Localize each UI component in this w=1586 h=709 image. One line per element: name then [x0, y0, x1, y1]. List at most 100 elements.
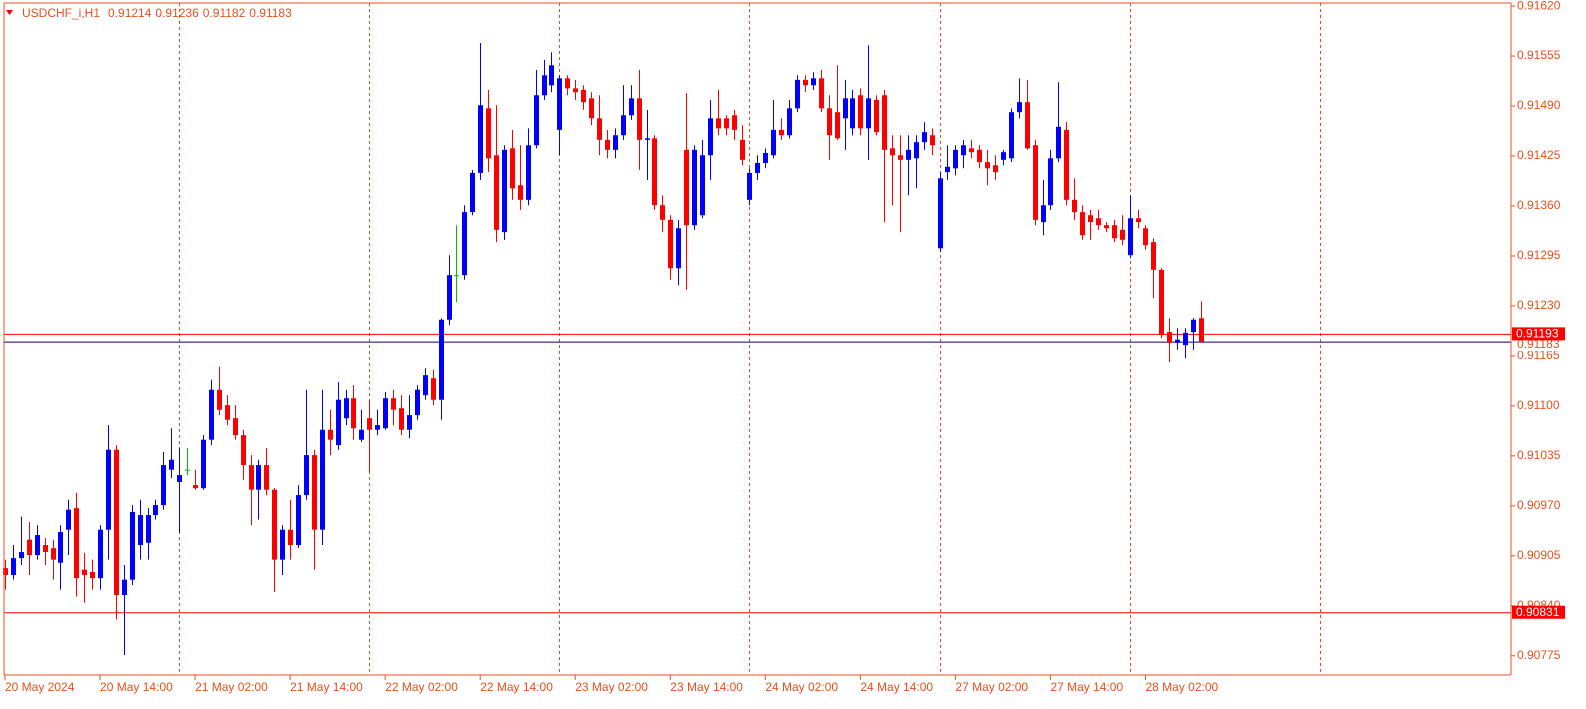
- candle-body: [11, 558, 16, 576]
- candle-body: [1072, 199, 1077, 213]
- candle-body: [399, 408, 404, 430]
- candle-body: [431, 378, 436, 400]
- price-level-box: [1512, 605, 1565, 619]
- candle-body: [161, 465, 166, 506]
- candle-body: [209, 389, 214, 440]
- candle-body: [1048, 158, 1053, 206]
- candle-body: [898, 155, 903, 160]
- candle-body: [217, 389, 222, 410]
- candle-body: [1120, 229, 1125, 240]
- candle-body: [526, 145, 531, 200]
- candle-body: [1104, 225, 1109, 229]
- candle-body: [1128, 218, 1133, 256]
- candle-body: [708, 118, 713, 156]
- candle-body: [320, 429, 325, 530]
- candle-body: [51, 548, 56, 560]
- x-tick-label: 21 May 02:00: [195, 680, 268, 694]
- candle-body: [486, 108, 491, 159]
- candle-body: [359, 429, 364, 440]
- candle-body: [747, 172, 752, 200]
- candle-body: [58, 531, 63, 563]
- candle-body: [724, 118, 729, 129]
- candle-body: [328, 429, 333, 440]
- candle-body: [114, 449, 119, 596]
- candle-body: [502, 149, 507, 233]
- x-tick-label: 24 May 02:00: [765, 680, 838, 694]
- candle-body: [256, 465, 261, 490]
- candle-body: [193, 485, 198, 489]
- candle-body: [264, 465, 269, 490]
- candle-body: [938, 178, 943, 249]
- candle-body: [953, 149, 958, 169]
- candle-body: [391, 398, 396, 410]
- candle-body: [296, 495, 301, 546]
- candle-body: [795, 79, 800, 109]
- candle-body: [439, 319, 444, 400]
- candle-body: [280, 529, 285, 560]
- axes: 0.91620 0.91555 0.91490 0.91425 0.91360 0.912…: [3, 0, 1565, 694]
- candle-body: [1025, 102, 1030, 149]
- y-tick-label: 0.91360: [1517, 198, 1561, 212]
- candle-body: [771, 129, 776, 156]
- candle-body: [557, 78, 562, 130]
- candle-body: [755, 162, 760, 173]
- price-levels: [4, 333, 1511, 614]
- x-tick-label: 23 May 14:00: [670, 680, 743, 694]
- candle-body: [945, 166, 950, 173]
- candle-body: [1064, 129, 1069, 200]
- x-tick-label: 20 May 14:00: [100, 680, 173, 694]
- candle-body: [914, 142, 919, 159]
- candle-body: [922, 132, 927, 143]
- candle-body: [977, 149, 982, 163]
- price-level-label: 0.91193: [1516, 327, 1559, 341]
- y-tick-label: 0.91555: [1517, 48, 1561, 62]
- header-high: 0.91236: [155, 6, 199, 20]
- candle-body: [1136, 218, 1141, 223]
- candle-body: [858, 95, 863, 129]
- x-tick-label: 21 May 14:00: [290, 680, 363, 694]
- candle-body: [882, 95, 887, 150]
- candle-body: [1143, 228, 1148, 246]
- price-level-label: 0.90831: [1516, 605, 1560, 619]
- candle-body: [565, 78, 570, 89]
- candle-body: [90, 571, 95, 579]
- bid-price-box: [1512, 339, 1565, 352]
- candle-body: [153, 505, 158, 516]
- candle-body: [122, 579, 127, 596]
- candle-body: [241, 435, 246, 466]
- candle-body: [652, 138, 657, 206]
- candle-body: [415, 389, 420, 416]
- y-tick-label: 0.91295: [1517, 248, 1561, 262]
- candle-body: [1183, 332, 1188, 346]
- candle-body: [106, 449, 111, 530]
- symbol: USDCHF_i,H1: [22, 6, 100, 20]
- candle-body: [1191, 319, 1196, 333]
- candle-body: [985, 162, 990, 169]
- candle-body: [542, 75, 547, 96]
- candle-body: [1096, 218, 1101, 226]
- candle-body: [3, 568, 8, 576]
- candle-body: [1041, 205, 1046, 223]
- candle-body: [1199, 318, 1204, 343]
- candle-body: [874, 99, 879, 133]
- candle-body: [716, 118, 721, 129]
- candle-body: [827, 108, 832, 136]
- candle-body: [819, 78, 824, 109]
- candle-body: [930, 135, 935, 146]
- y-tick-label: 0.91620: [1517, 0, 1561, 12]
- header-open: 0.91214: [108, 6, 152, 20]
- y-tick-label: 0.90905: [1517, 548, 1561, 562]
- candle-body: [1112, 225, 1117, 239]
- y-tick-label: 0.90970: [1517, 498, 1561, 512]
- y-tick-label: 0.91165: [1517, 348, 1560, 362]
- candle-body: [225, 405, 230, 420]
- candle-body: [534, 95, 539, 146]
- candle-body: [676, 228, 681, 269]
- candle-body: [351, 398, 356, 429]
- header-close: 0.91183: [249, 6, 292, 20]
- candle-body: [185, 469, 190, 471]
- candle-body: [407, 415, 412, 430]
- symbol-marker: [6, 10, 13, 15]
- candle-body: [454, 275, 459, 277]
